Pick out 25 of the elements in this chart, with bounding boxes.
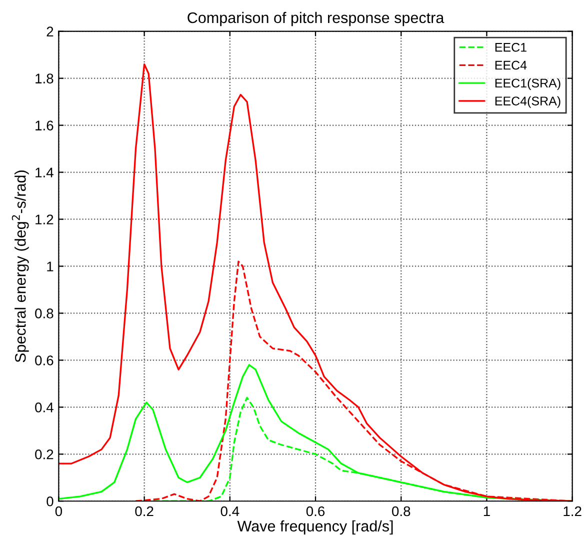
legend-label: EEC4(SRA) [495, 96, 560, 108]
y-tick-label: 1.4 [36, 168, 54, 178]
y-tick-label: 0.8 [35, 308, 54, 318]
y-tick-label: 0.4 [35, 402, 54, 412]
x-tick-label: 0 [55, 506, 62, 516]
x-tick-label: 0.4 [220, 506, 240, 516]
y-tick-label: 0.6 [35, 356, 54, 366]
legend-label: EEC1(SRA) [495, 78, 560, 90]
x-tick-label: 0.6 [306, 506, 325, 516]
y-tick-label: 1.2 [36, 214, 54, 224]
legend-label: EEC4 [495, 60, 527, 70]
x-tick-label: 0.8 [392, 506, 410, 516]
x-axis-title: Wave frequency [rad/s] [237, 520, 393, 535]
y-tick-label: 2 [46, 26, 54, 36]
chart-title: Comparison of pitch response spectra [188, 12, 444, 26]
y-tick-label: 1.8 [36, 74, 54, 84]
legend-label: EEC1 [495, 42, 526, 52]
y-tick-label: 1.6 [36, 120, 54, 130]
y-tick-label: 0.2 [35, 449, 54, 460]
x-tick-label: 1 [484, 506, 490, 516]
y-tick-label: 1 [47, 262, 54, 272]
y-axis-title: Spectral energy (deg$^{2}$-s/rad) [12, 170, 29, 362]
x-tick-label: 1.2 [564, 506, 582, 516]
y-tick-label: 0 [46, 496, 54, 506]
x-tick-label: 0.2 [135, 506, 154, 516]
